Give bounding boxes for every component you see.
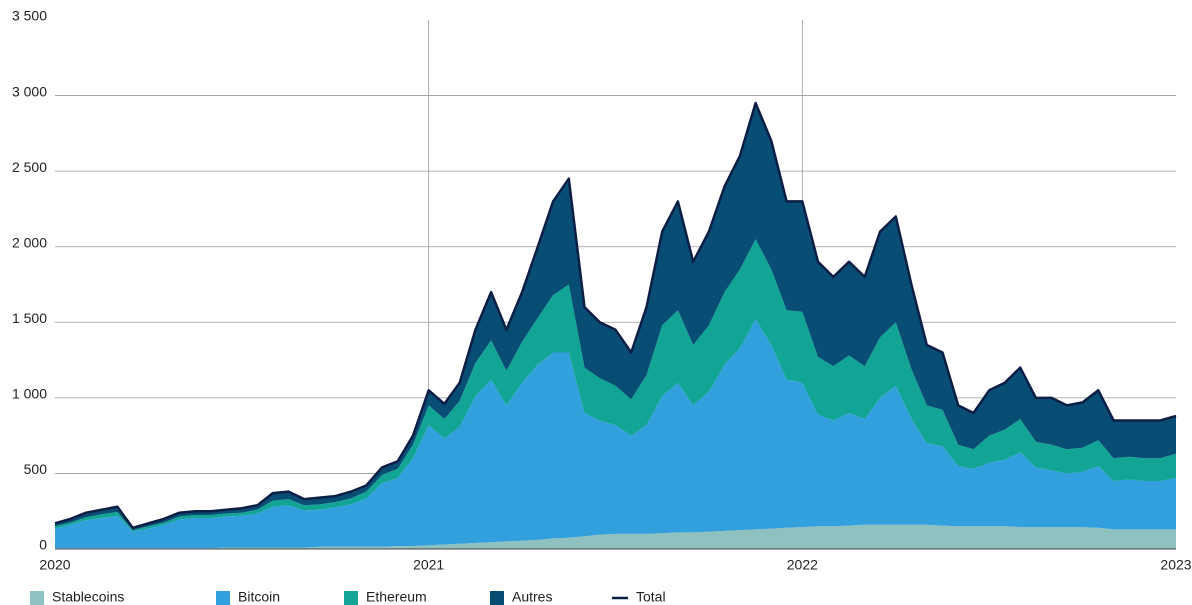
legend-label: Total xyxy=(636,589,666,605)
x-tick-label: 2020 xyxy=(39,557,70,573)
legend-label: Stablecoins xyxy=(52,589,124,605)
y-tick-label: 3 000 xyxy=(12,83,47,99)
y-tick-label: 2 000 xyxy=(12,234,47,250)
x-tick-label: 2023 xyxy=(1160,557,1191,573)
legend-swatch xyxy=(216,591,230,605)
y-tick-label: 2 500 xyxy=(12,159,47,175)
area xyxy=(55,524,1176,549)
y-tick-label: 0 xyxy=(39,537,47,553)
y-tick-label: 1 500 xyxy=(12,310,47,326)
y-tick-label: 500 xyxy=(24,461,48,477)
legend-swatch xyxy=(344,591,358,605)
area xyxy=(55,319,1176,549)
legend-swatch xyxy=(490,591,504,605)
total-line xyxy=(54,101,1177,530)
x-tick-label: 2021 xyxy=(413,557,444,573)
legend-swatch xyxy=(30,591,44,605)
y-tick-label: 1 000 xyxy=(12,386,47,402)
legend-label: Ethereum xyxy=(366,589,427,605)
y-tick-label: 3 500 xyxy=(12,8,47,24)
x-tick-label: 2022 xyxy=(787,557,818,573)
legend-label: Autres xyxy=(512,589,552,605)
legend-label: Bitcoin xyxy=(238,589,280,605)
